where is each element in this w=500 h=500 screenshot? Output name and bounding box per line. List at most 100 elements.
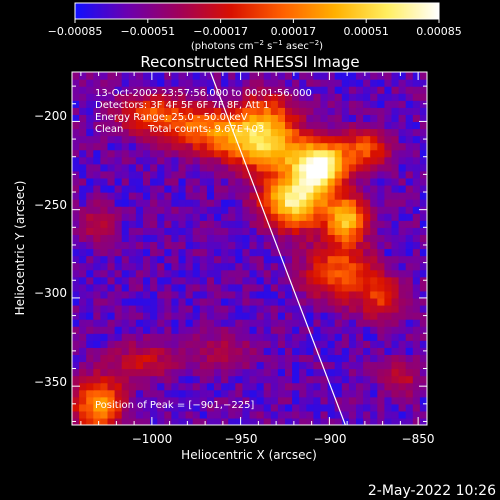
heatmap-cell bbox=[143, 213, 151, 221]
heatmap-cell bbox=[178, 340, 187, 348]
heatmap-cell bbox=[249, 93, 258, 101]
heatmap-cell bbox=[327, 135, 336, 144]
heatmap-cell bbox=[221, 255, 229, 264]
heatmap-cell bbox=[356, 220, 364, 228]
heatmap-cell bbox=[363, 304, 371, 313]
heatmap-cell bbox=[256, 86, 265, 94]
heatmap-cell bbox=[384, 79, 393, 87]
heatmap-cell bbox=[356, 234, 364, 243]
heatmap-cell bbox=[270, 410, 279, 419]
heatmap-cell bbox=[199, 86, 208, 94]
heatmap-cell bbox=[327, 326, 336, 334]
heatmap-cell bbox=[171, 142, 180, 151]
heatmap-cell bbox=[341, 354, 350, 363]
heatmap-cell bbox=[185, 368, 194, 377]
heatmap-cell bbox=[384, 86, 393, 94]
heatmap-cell bbox=[263, 396, 272, 405]
heatmap-cell bbox=[292, 177, 300, 186]
heatmap-cell bbox=[292, 192, 300, 200]
heatmap-cell bbox=[157, 156, 165, 165]
heatmap-cell bbox=[178, 368, 187, 377]
heatmap-cell bbox=[327, 417, 336, 425]
heatmap-cell bbox=[178, 389, 187, 398]
heatmap-cell bbox=[292, 248, 300, 257]
heatmap-cell bbox=[412, 234, 421, 243]
heatmap-cell bbox=[79, 234, 87, 243]
heatmap-cell bbox=[93, 326, 101, 334]
heatmap-cell bbox=[256, 297, 265, 306]
heatmap-cell bbox=[370, 389, 378, 398]
heatmap-cell bbox=[334, 290, 343, 299]
heatmap-cell bbox=[72, 227, 80, 235]
heatmap-cell bbox=[199, 72, 208, 80]
heatmap-cell bbox=[199, 241, 208, 250]
heatmap-cell bbox=[306, 79, 314, 87]
heatmap-cell bbox=[72, 184, 80, 193]
heatmap-cell bbox=[150, 213, 158, 221]
heatmap-cell bbox=[270, 304, 279, 313]
heatmap-cell bbox=[242, 206, 251, 214]
heatmap-cell bbox=[341, 262, 350, 271]
heatmap-cell bbox=[171, 269, 180, 278]
heatmap-cell bbox=[214, 234, 222, 243]
heatmap-cell bbox=[398, 276, 407, 285]
heatmap-cell bbox=[221, 304, 229, 313]
heatmap-cell bbox=[249, 149, 258, 158]
heatmap-cell bbox=[242, 107, 251, 115]
heatmap-cell bbox=[341, 184, 350, 193]
heatmap-cell bbox=[377, 389, 385, 398]
heatmap-cell bbox=[128, 340, 137, 348]
heatmap-cell bbox=[391, 192, 400, 200]
heatmap-cell bbox=[320, 163, 329, 172]
heatmap-cell bbox=[228, 410, 236, 419]
heatmap-cell bbox=[249, 403, 258, 412]
heatmap-cell bbox=[206, 262, 215, 271]
heatmap-cell bbox=[320, 304, 329, 313]
heatmap-cell bbox=[242, 417, 251, 425]
heatmap-cell bbox=[285, 100, 293, 108]
heatmap-cell bbox=[405, 340, 414, 348]
heatmap-cell bbox=[285, 177, 293, 186]
heatmap-cell bbox=[228, 156, 236, 165]
heatmap-cell bbox=[128, 403, 137, 412]
heatmap-cell bbox=[270, 142, 279, 151]
heatmap-cell bbox=[135, 192, 144, 200]
heatmap-cell bbox=[405, 170, 414, 179]
x-tick-labels: −1000 −950 −900 −850 bbox=[132, 432, 435, 446]
heatmap-cell bbox=[419, 410, 427, 419]
heatmap-cell bbox=[391, 403, 400, 412]
heatmap-cell bbox=[107, 93, 116, 101]
heatmap-cell bbox=[356, 121, 364, 130]
heatmap-cell bbox=[192, 86, 201, 94]
heatmap-cell bbox=[242, 170, 251, 179]
heatmap-cell bbox=[157, 199, 165, 207]
heatmap-cell bbox=[405, 128, 414, 137]
heatmap-cell bbox=[185, 354, 194, 363]
heatmap-cell bbox=[164, 142, 172, 151]
heatmap-cell bbox=[164, 304, 172, 313]
heatmap-cell bbox=[114, 319, 123, 327]
heatmap-cell bbox=[107, 79, 116, 87]
heatmap-cell bbox=[235, 312, 243, 320]
heatmap-cell bbox=[86, 184, 94, 193]
heatmap-cell bbox=[114, 177, 123, 186]
heatmap-cell bbox=[327, 304, 336, 313]
heatmap-cell bbox=[405, 333, 414, 341]
heatmap-cell bbox=[256, 114, 265, 123]
heatmap-cell bbox=[391, 382, 400, 391]
heatmap-cell bbox=[348, 304, 357, 313]
colorbar-tick-label: 0.00051 bbox=[343, 25, 389, 38]
heatmap-cell bbox=[114, 262, 123, 271]
heatmap-cell bbox=[100, 86, 109, 94]
heatmap-cell bbox=[121, 354, 130, 363]
heatmap-cell bbox=[185, 135, 194, 144]
heatmap-cell bbox=[150, 326, 158, 334]
heatmap-cell bbox=[171, 170, 180, 179]
heatmap-cell bbox=[356, 163, 364, 172]
heatmap-cell bbox=[107, 107, 116, 115]
heatmap-cell bbox=[249, 410, 258, 419]
heatmap-cell bbox=[412, 354, 421, 363]
heatmap-cell bbox=[135, 382, 144, 391]
heatmap-cell bbox=[299, 213, 307, 221]
heatmap-cell bbox=[164, 170, 172, 179]
